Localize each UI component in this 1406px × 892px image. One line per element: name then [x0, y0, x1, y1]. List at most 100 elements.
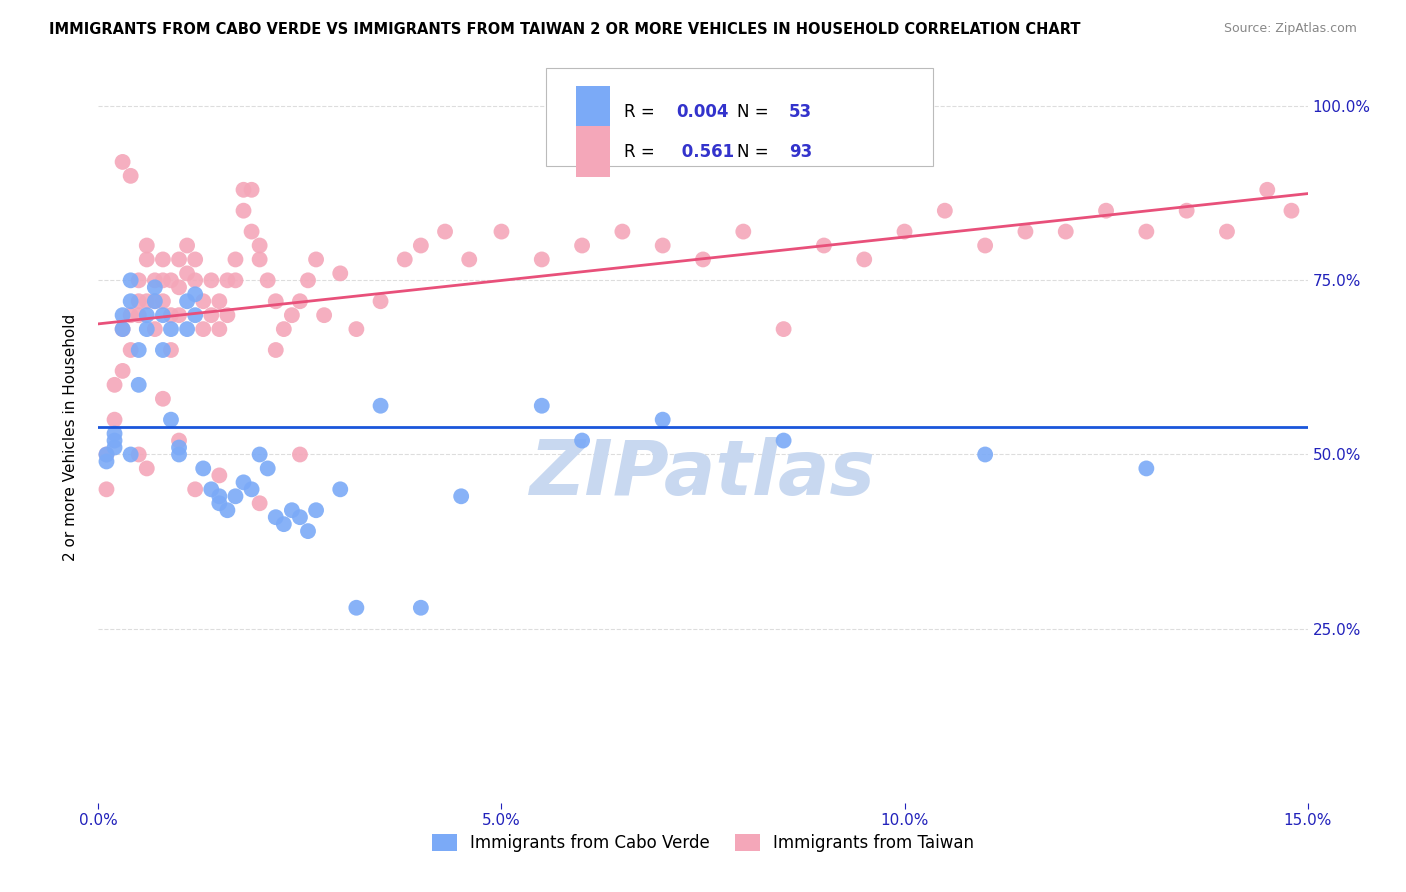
Point [344, 600, 367, 615]
Point [120, 169, 142, 183]
Point [160, 308, 183, 322]
Point [232, 183, 254, 197]
Point [160, 322, 183, 336]
Point [208, 322, 231, 336]
Point [135, 252, 157, 267]
Point [103, 412, 125, 426]
Point [450, 489, 472, 503]
Point [128, 273, 150, 287]
Point [240, 483, 263, 497]
Point [1175, 203, 1198, 218]
Point [96, 448, 118, 462]
FancyBboxPatch shape [546, 68, 932, 167]
Point [128, 343, 150, 357]
Point [224, 273, 246, 287]
Point [934, 203, 956, 218]
Point [176, 294, 198, 309]
Point [434, 225, 457, 239]
Point [281, 503, 304, 517]
Point [1054, 225, 1077, 239]
FancyBboxPatch shape [576, 86, 610, 137]
Point [813, 238, 835, 252]
Point [176, 322, 198, 336]
Point [281, 308, 304, 322]
Point [458, 252, 481, 267]
Point [974, 238, 997, 252]
Text: Source: ZipAtlas.com: Source: ZipAtlas.com [1223, 22, 1357, 36]
Point [240, 225, 263, 239]
Point [224, 252, 246, 267]
Point [217, 503, 239, 517]
Point [232, 203, 254, 218]
Point [305, 252, 328, 267]
Point [152, 343, 174, 357]
Point [571, 434, 593, 448]
Point [128, 377, 150, 392]
Point [193, 461, 215, 475]
Point [96, 483, 118, 497]
Text: 0.561: 0.561 [676, 143, 734, 161]
Point [1216, 225, 1239, 239]
Point [160, 273, 183, 287]
Point [1135, 225, 1157, 239]
Point [1281, 203, 1303, 218]
Text: R =: R = [624, 143, 661, 161]
Point [288, 294, 311, 309]
Point [208, 468, 231, 483]
Text: N =: N = [737, 103, 773, 120]
Point [120, 448, 142, 462]
Point [143, 294, 166, 309]
Point [240, 183, 263, 197]
Point [256, 273, 278, 287]
Point [853, 252, 876, 267]
Point [305, 503, 328, 517]
Point [249, 496, 271, 510]
Point [264, 294, 287, 309]
Point [111, 322, 134, 336]
Text: IMMIGRANTS FROM CABO VERDE VS IMMIGRANTS FROM TAIWAN 2 OR MORE VEHICLES IN HOUSE: IMMIGRANTS FROM CABO VERDE VS IMMIGRANTS… [49, 22, 1081, 37]
Legend: Immigrants from Cabo Verde, Immigrants from Taiwan: Immigrants from Cabo Verde, Immigrants f… [423, 825, 983, 860]
Point [160, 343, 183, 357]
Point [111, 364, 134, 378]
Point [530, 252, 553, 267]
Point [167, 448, 190, 462]
Point [103, 434, 125, 448]
Point [974, 448, 997, 462]
Point [217, 273, 239, 287]
Point [1014, 225, 1036, 239]
Point [152, 273, 174, 287]
Point [530, 399, 553, 413]
Point [184, 273, 207, 287]
Point [772, 322, 794, 336]
Point [184, 308, 207, 322]
Point [344, 322, 367, 336]
Point [135, 238, 157, 252]
Point [128, 294, 150, 309]
Point [297, 524, 319, 538]
Point [232, 475, 254, 490]
Point [96, 448, 118, 462]
Point [1095, 203, 1118, 218]
Point [249, 238, 271, 252]
Point [612, 225, 634, 239]
Point [249, 252, 271, 267]
Point [152, 392, 174, 406]
Point [143, 322, 166, 336]
Point [143, 280, 166, 294]
Point [103, 426, 125, 441]
Point [208, 489, 231, 503]
Point [651, 238, 673, 252]
Point [200, 483, 222, 497]
FancyBboxPatch shape [576, 127, 610, 178]
Point [1256, 183, 1278, 197]
Text: 93: 93 [789, 143, 813, 161]
Point [167, 280, 190, 294]
Point [167, 441, 190, 455]
Point [103, 377, 125, 392]
Text: R =: R = [624, 103, 661, 120]
Point [893, 225, 915, 239]
Point [143, 273, 166, 287]
Point [160, 412, 183, 426]
Point [733, 225, 755, 239]
Point [184, 483, 207, 497]
